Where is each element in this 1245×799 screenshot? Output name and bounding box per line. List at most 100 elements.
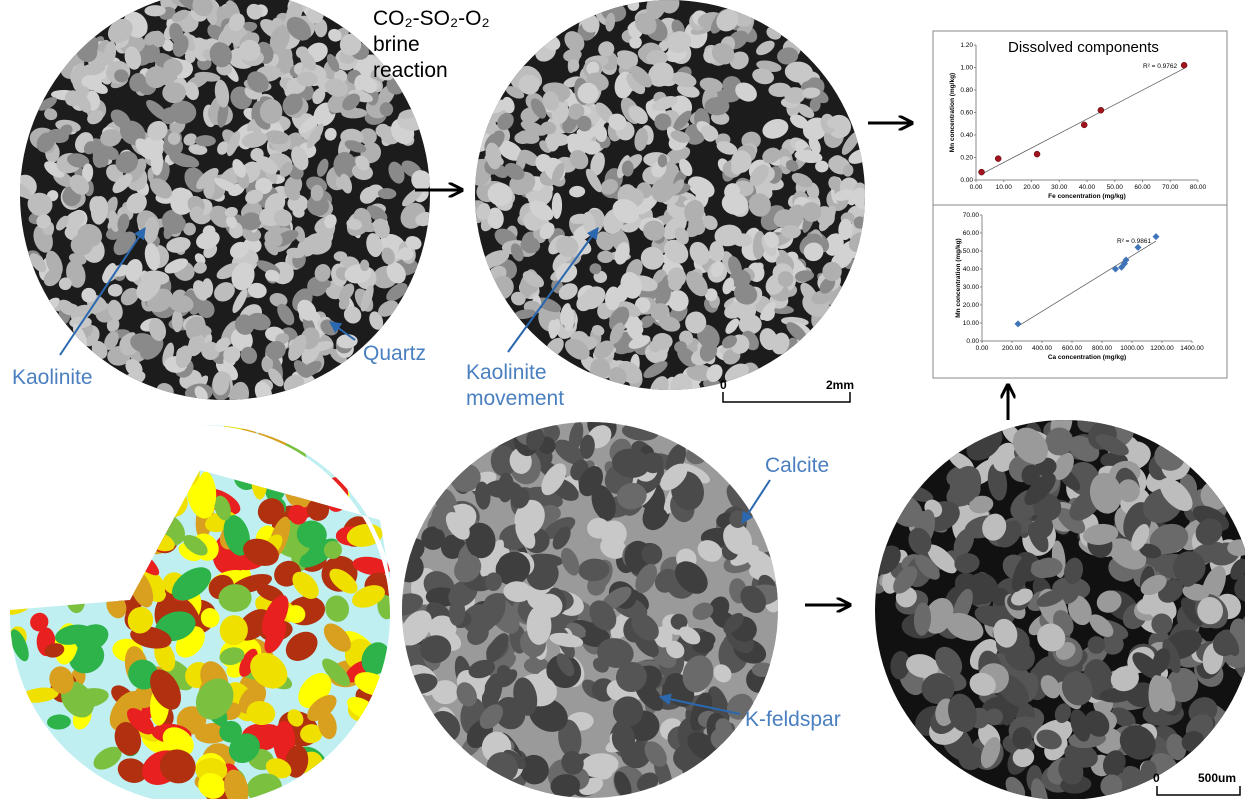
x-tick-label: 80.00 [1190, 184, 1207, 191]
scale-label: 500um [1198, 771, 1236, 785]
label: Kaolinite [12, 366, 93, 389]
grain [165, 445, 208, 470]
micro-ct-image [0, 417, 395, 799]
point [1098, 107, 1104, 113]
figure: Kaolinite Quartz Calcite K-feldspar 0 2m… [0, 0, 1245, 799]
point [1181, 62, 1187, 68]
scale-label: 0 [720, 378, 727, 392]
y-tick-label: 30.00 [963, 284, 980, 291]
label: Dissolved components [1008, 39, 1159, 56]
grain [9, 545, 39, 576]
grain [642, 544, 663, 565]
grain [597, 251, 613, 263]
y-tick-label: 0.00 [960, 177, 973, 184]
grain [68, 552, 98, 591]
label: Calcite [765, 454, 829, 477]
grain [234, 424, 267, 467]
grain [233, 429, 272, 461]
grain [246, 442, 287, 483]
grain [98, 505, 134, 541]
y-tick-label: 0.40 [960, 132, 973, 139]
point [979, 169, 985, 175]
grain [74, 526, 106, 556]
x-tick-label: 10.00 [996, 184, 1013, 191]
grain [21, 539, 58, 563]
label: Quartz [363, 342, 426, 365]
micro-ct-image [464, 0, 877, 404]
grain [64, 577, 87, 602]
reaction-label: CO₂-SO₂-O₂ brine reaction [373, 6, 493, 84]
pointer [742, 480, 770, 523]
grain [104, 472, 124, 509]
y-tick-label: 50.00 [963, 248, 980, 255]
grain [117, 465, 140, 489]
grain [116, 471, 135, 491]
fit-annotation: R² = 0.9762 [1143, 63, 1178, 70]
grain [22, 526, 58, 560]
grain [131, 474, 151, 499]
x-tick-label: 0.00 [976, 345, 989, 352]
grain [137, 469, 165, 500]
y-tick-label: 0.00 [966, 338, 979, 345]
grain [57, 474, 81, 497]
grain [252, 422, 299, 468]
grain [120, 476, 155, 511]
grain [163, 417, 192, 446]
grain [102, 481, 145, 525]
y-tick-label: 1.20 [960, 42, 973, 49]
x-axis-title: Ca concentration (mg/kg) [1048, 354, 1126, 361]
grain [39, 491, 84, 532]
grain [94, 536, 137, 577]
x-tick-label: 200.00 [1002, 345, 1022, 352]
grain [70, 495, 111, 545]
x-tick-label: 60.00 [1134, 184, 1151, 191]
x-tick-label: 0.00 [970, 184, 983, 191]
grain [70, 491, 105, 526]
x-tick-label: 30.00 [1051, 184, 1068, 191]
x-tick-label: 1400.00 [1180, 345, 1204, 352]
figure-canvas: Kaolinite Quartz Calcite K-feldspar 0 2m… [0, 0, 1245, 799]
x-tick-label: 1000.00 [1120, 345, 1144, 352]
fit-annotation: R² = 0.9861 [1117, 238, 1152, 245]
grain [78, 551, 107, 581]
grain [162, 82, 186, 103]
x-tick-label: 40.00 [1079, 184, 1096, 191]
y-axis-title: Mn concentration (mg/kg) [949, 73, 956, 152]
grain [197, 427, 213, 452]
grain [9, 562, 46, 600]
point [1034, 151, 1040, 157]
grain [40, 526, 73, 554]
x-tick-label: 1200.00 [1150, 345, 1174, 352]
y-axis-title: Mn concentration (mg/kg) [955, 238, 962, 317]
grain [38, 534, 72, 566]
y-tick-label: 0.20 [960, 155, 973, 162]
grain [281, 436, 310, 477]
point [995, 156, 1001, 162]
x-tick-label: 70.00 [1162, 184, 1179, 191]
grain [73, 463, 106, 495]
scale-label: 0 [1153, 771, 1160, 785]
grain [62, 456, 110, 499]
grain [217, 420, 252, 464]
grain [46, 476, 75, 507]
y-tick-label: 70.00 [963, 212, 980, 219]
grain [109, 476, 129, 506]
grain [32, 529, 54, 550]
grain [45, 548, 84, 588]
micro-ct-image [386, 405, 784, 799]
grain [60, 568, 93, 601]
grain [752, 662, 774, 677]
scale-bar [723, 392, 850, 402]
y-tick-label: 0.80 [960, 87, 973, 94]
grain [26, 524, 63, 563]
grain [50, 556, 82, 593]
grain [143, 453, 162, 471]
x-tick-label: 800.00 [1092, 345, 1112, 352]
grain [82, 489, 121, 532]
grain [68, 516, 115, 554]
micro-ct-image [867, 405, 1245, 799]
y-tick-label: 10.00 [963, 320, 980, 327]
y-tick-label: 40.00 [963, 266, 980, 273]
grain [240, 441, 277, 475]
point [1081, 122, 1087, 128]
